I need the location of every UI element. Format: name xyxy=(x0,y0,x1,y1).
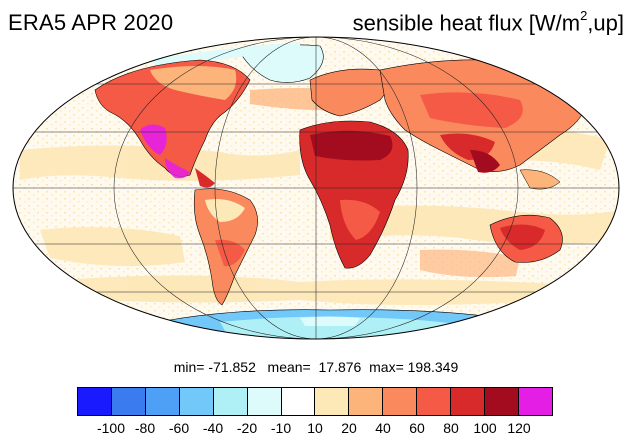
world-map xyxy=(12,36,620,340)
colorbar-tick-label: 80 xyxy=(443,420,459,436)
colorbar-swatch xyxy=(417,388,452,415)
europe xyxy=(309,68,388,117)
colorbar-labels: -100 -80 -60 -40 -20 -10 10 20 40 60 80 100 120 xyxy=(0,420,632,440)
colorbar-swatch xyxy=(213,388,248,415)
colorbar-tick-label: 20 xyxy=(341,420,357,436)
colorbar-swatch xyxy=(451,388,486,415)
colorbar-tick-label: -40 xyxy=(202,420,224,436)
colorbar-swatch xyxy=(315,388,350,415)
colorbar-swatch xyxy=(281,388,316,415)
colorbar-swatch xyxy=(383,388,418,415)
colorbar-swatch xyxy=(349,388,384,415)
colorbar-swatch xyxy=(145,388,180,415)
colorbar-tick-label: -60 xyxy=(168,420,190,436)
stats-line: min= -71.852 mean= 17.876 max= 198.349 xyxy=(173,359,459,375)
colorbar-tick-label: 100 xyxy=(473,420,497,436)
dataset-title: ERA5 APR 2020 xyxy=(8,10,174,35)
colorbar-tick-label: 40 xyxy=(375,420,391,436)
colorbar-tick-label: -80 xyxy=(134,420,156,436)
globe-outline xyxy=(12,36,620,340)
colorbar xyxy=(77,387,553,416)
colorbar-swatch xyxy=(78,388,112,415)
variable-title: sensible heat flux [W/m2,up] xyxy=(352,8,624,36)
colorbar-tick-label: 120 xyxy=(507,420,531,436)
colorbar-swatch xyxy=(179,388,214,415)
colorbar-tick-label: -100 xyxy=(96,420,126,436)
map-panel xyxy=(12,36,620,340)
graticule xyxy=(13,37,619,339)
colorbar-swatch xyxy=(518,388,552,415)
colorbar-swatch xyxy=(485,388,519,415)
colorbar-swatch xyxy=(111,388,146,415)
colorbar-tick-label: -20 xyxy=(236,420,258,436)
colorbar-tick-label: -10 xyxy=(270,420,292,436)
colorbar-tick-label: 10 xyxy=(307,420,323,436)
colorbar-swatch xyxy=(247,388,282,415)
colorbar-tick-label: 60 xyxy=(409,420,425,436)
